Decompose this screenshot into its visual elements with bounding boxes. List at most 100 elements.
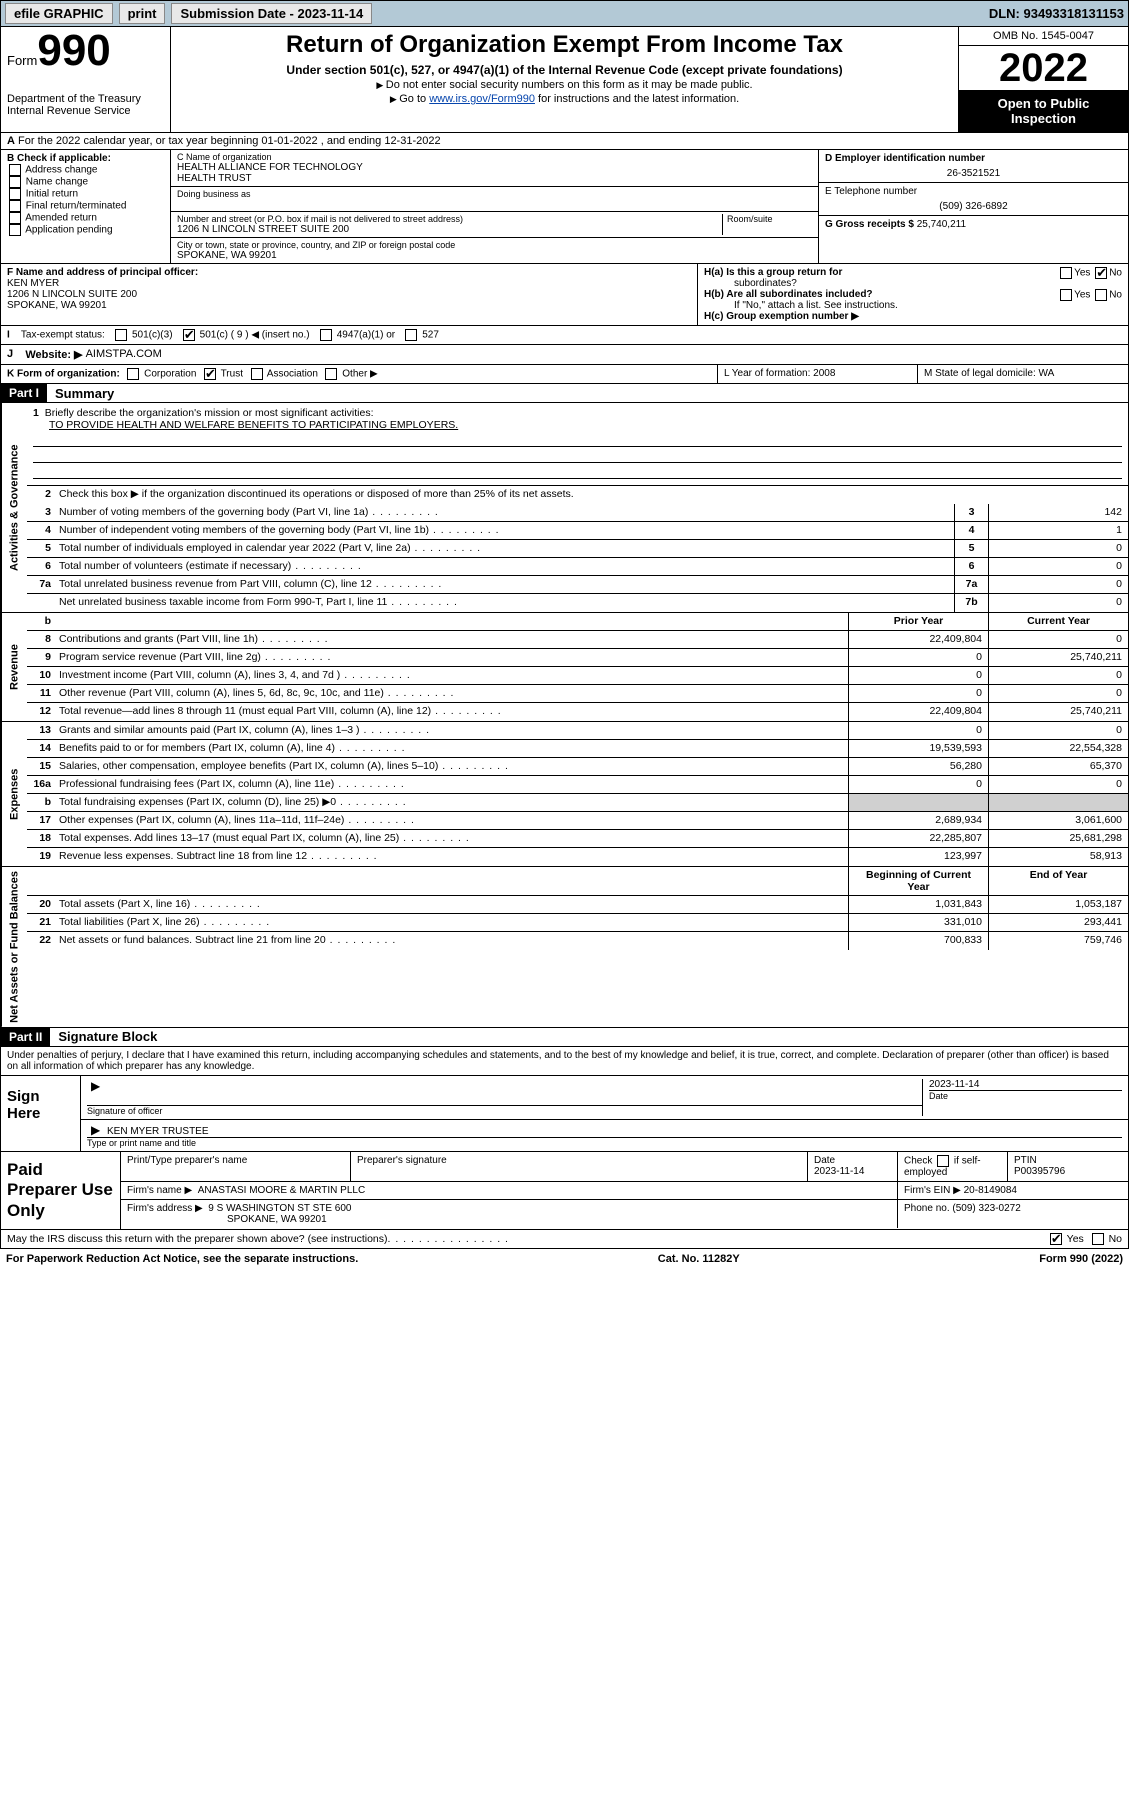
signature-block: Under penalties of perjury, I declare th… (0, 1047, 1129, 1152)
revenue-section: Revenue b Prior Year Current Year 8Contr… (0, 613, 1129, 722)
hb-label: H(b) Are all subordinates included? (704, 289, 873, 300)
efile-label: efile GRAPHIC (5, 3, 113, 24)
dept-treasury: Department of the Treasury (7, 93, 164, 105)
gov-line-5: 5Total number of individuals employed in… (27, 540, 1128, 558)
ha-sub: subordinates? (704, 278, 1122, 289)
open-public-badge: Open to Public Inspection (959, 90, 1128, 132)
tax-year: 2022 (959, 46, 1128, 90)
trust-checkbox[interactable] (204, 368, 216, 380)
side-netassets: Net Assets or Fund Balances (1, 867, 27, 1027)
officer-name: KEN MYER (7, 278, 59, 289)
website-value: AIMSTPA.COM (86, 348, 162, 361)
form-header: Form 990 Department of the Treasury Inte… (0, 27, 1129, 133)
gov-line-7a: 7aTotal unrelated business revenue from … (27, 576, 1128, 594)
527-checkbox[interactable] (405, 329, 417, 341)
self-employed-checkbox[interactable] (937, 1155, 949, 1167)
sig-name-label: Type or print name and title (87, 1137, 1122, 1148)
line-12: 12Total revenue—add lines 8 through 11 (… (27, 703, 1128, 721)
side-expenses: Expenses (1, 722, 27, 866)
gov-line-6: 6Total number of volunteers (estimate if… (27, 558, 1128, 576)
prep-date: 2023-11-14 (814, 1166, 864, 1177)
ha-yes-checkbox[interactable] (1060, 267, 1072, 279)
form-word: Form (7, 53, 37, 68)
top-bar: efile GRAPHIC print Submission Date - 20… (0, 0, 1129, 27)
current-year-header: Current Year (988, 613, 1128, 630)
row-klm: K Form of organization: Corporation Trus… (0, 365, 1129, 384)
org-name-2: HEALTH TRUST (177, 173, 812, 184)
gross-value: 25,740,211 (917, 219, 966, 230)
assoc-checkbox[interactable] (251, 368, 263, 380)
org-name-1: HEALTH ALLIANCE FOR TECHNOLOGY (177, 162, 812, 173)
street-address: 1206 N LINCOLN STREET SUITE 200 (177, 224, 722, 235)
hb-yes-checkbox[interactable] (1060, 289, 1072, 301)
end-year-header: End of Year (988, 867, 1128, 895)
4947-checkbox[interactable] (320, 329, 332, 341)
ein-value: 26-3521521 (825, 164, 1122, 179)
check-final-return-terminated[interactable] (9, 200, 21, 212)
check-address-change[interactable] (9, 164, 21, 176)
sig-declaration: Under penalties of perjury, I declare th… (1, 1047, 1128, 1076)
print-button[interactable]: print (119, 3, 166, 24)
state-domicile: M State of legal domicile: WA (918, 365, 1128, 383)
city-state-zip: SPOKANE, WA 99201 (177, 250, 812, 261)
501c3-checkbox[interactable] (115, 329, 127, 341)
row-i: I Tax-exempt status: 501(c)(3) 501(c) ( … (0, 326, 1129, 345)
ptin-value: P00395796 (1014, 1166, 1065, 1177)
other-checkbox[interactable] (325, 368, 337, 380)
irs-label: Internal Revenue Service (7, 105, 164, 117)
officer-addr2: SPOKANE, WA 99201 (7, 300, 107, 311)
side-governance: Activities & Governance (1, 403, 27, 612)
line-14: 14Benefits paid to or for members (Part … (27, 740, 1128, 758)
line-16a: 16aProfessional fundraising fees (Part I… (27, 776, 1128, 794)
gov-line-4: 4Number of independent voting members of… (27, 522, 1128, 540)
line-13: 13Grants and similar amounts paid (Part … (27, 722, 1128, 740)
form-title: Return of Organization Exempt From Incom… (179, 31, 950, 59)
expenses-section: Expenses 13Grants and similar amounts pa… (0, 722, 1129, 867)
block-bcdeg: B Check if applicable: Address change Na… (0, 150, 1129, 264)
netassets-section: Net Assets or Fund Balances Beginning of… (0, 867, 1129, 1028)
footer: For Paperwork Reduction Act Notice, see … (0, 1249, 1129, 1269)
line-19: 19Revenue less expenses. Subtract line 1… (27, 848, 1128, 866)
discuss-yes-checkbox[interactable] (1050, 1233, 1062, 1245)
corp-checkbox[interactable] (127, 368, 139, 380)
ha-label: H(a) Is this a group return for (704, 267, 842, 278)
dba-label: Doing business as (177, 189, 812, 199)
prior-year-header: Prior Year (848, 613, 988, 630)
firm-addr1: 9 S WASHINGTON ST STE 600 (208, 1203, 351, 1214)
ein-label: D Employer identification number (825, 153, 985, 164)
line-11: 11Other revenue (Part VIII, column (A), … (27, 685, 1128, 703)
link-note: Go to www.irs.gov/Form990 for instructio… (179, 93, 950, 105)
row-a-tax-year: A For the 2022 calendar year, or tax yea… (0, 133, 1129, 150)
hb-no-checkbox[interactable] (1095, 289, 1107, 301)
501c-checkbox[interactable] (183, 329, 195, 341)
omb-number: OMB No. 1545-0047 (959, 27, 1128, 46)
addr-label: Number and street (or P.O. box if mail i… (177, 214, 722, 224)
ssn-note: Do not enter social security numbers on … (179, 79, 950, 91)
sig-officer-label: Signature of officer (87, 1105, 922, 1116)
check-name-change[interactable] (9, 176, 21, 188)
row-fh: F Name and address of principal officer:… (0, 264, 1129, 326)
firm-ein: 20-8149084 (964, 1185, 1017, 1196)
preparer-name-label: Print/Type preparer's name (121, 1152, 351, 1181)
irs-link[interactable]: www.irs.gov/Form990 (429, 93, 535, 105)
line-20: 20Total assets (Part X, line 16)1,031,84… (27, 896, 1128, 914)
hc-label: H(c) Group exemption number ▶ (704, 311, 859, 322)
line-18: 18Total expenses. Add lines 13–17 (must … (27, 830, 1128, 848)
check-initial-return[interactable] (9, 188, 21, 200)
check-amended-return[interactable] (9, 212, 21, 224)
officer-addr1: 1206 N LINCOLN SUITE 200 (7, 289, 137, 300)
check-application-pending[interactable] (9, 224, 21, 236)
form-990-label: Form 990 (2022) (1039, 1253, 1123, 1265)
check-applicable-label: B Check if applicable: (7, 153, 164, 164)
line-9: 9Program service revenue (Part VIII, lin… (27, 649, 1128, 667)
arrow-icon: ▶ (91, 1079, 100, 1093)
irs-discuss-row: May the IRS discuss this return with the… (0, 1230, 1129, 1249)
paid-preparer-label: Paid Preparer Use Only (1, 1152, 121, 1229)
part2-header: Part II Signature Block (0, 1028, 1129, 1047)
discuss-no-checkbox[interactable] (1092, 1233, 1104, 1245)
phone-label: E Telephone number (825, 186, 1122, 197)
ha-no-checkbox[interactable] (1095, 267, 1107, 279)
line-8: 8Contributions and grants (Part VIII, li… (27, 631, 1128, 649)
hb-note: If "No," attach a list. See instructions… (704, 300, 1122, 311)
form-subtitle: Under section 501(c), 527, or 4947(a)(1)… (179, 63, 950, 77)
